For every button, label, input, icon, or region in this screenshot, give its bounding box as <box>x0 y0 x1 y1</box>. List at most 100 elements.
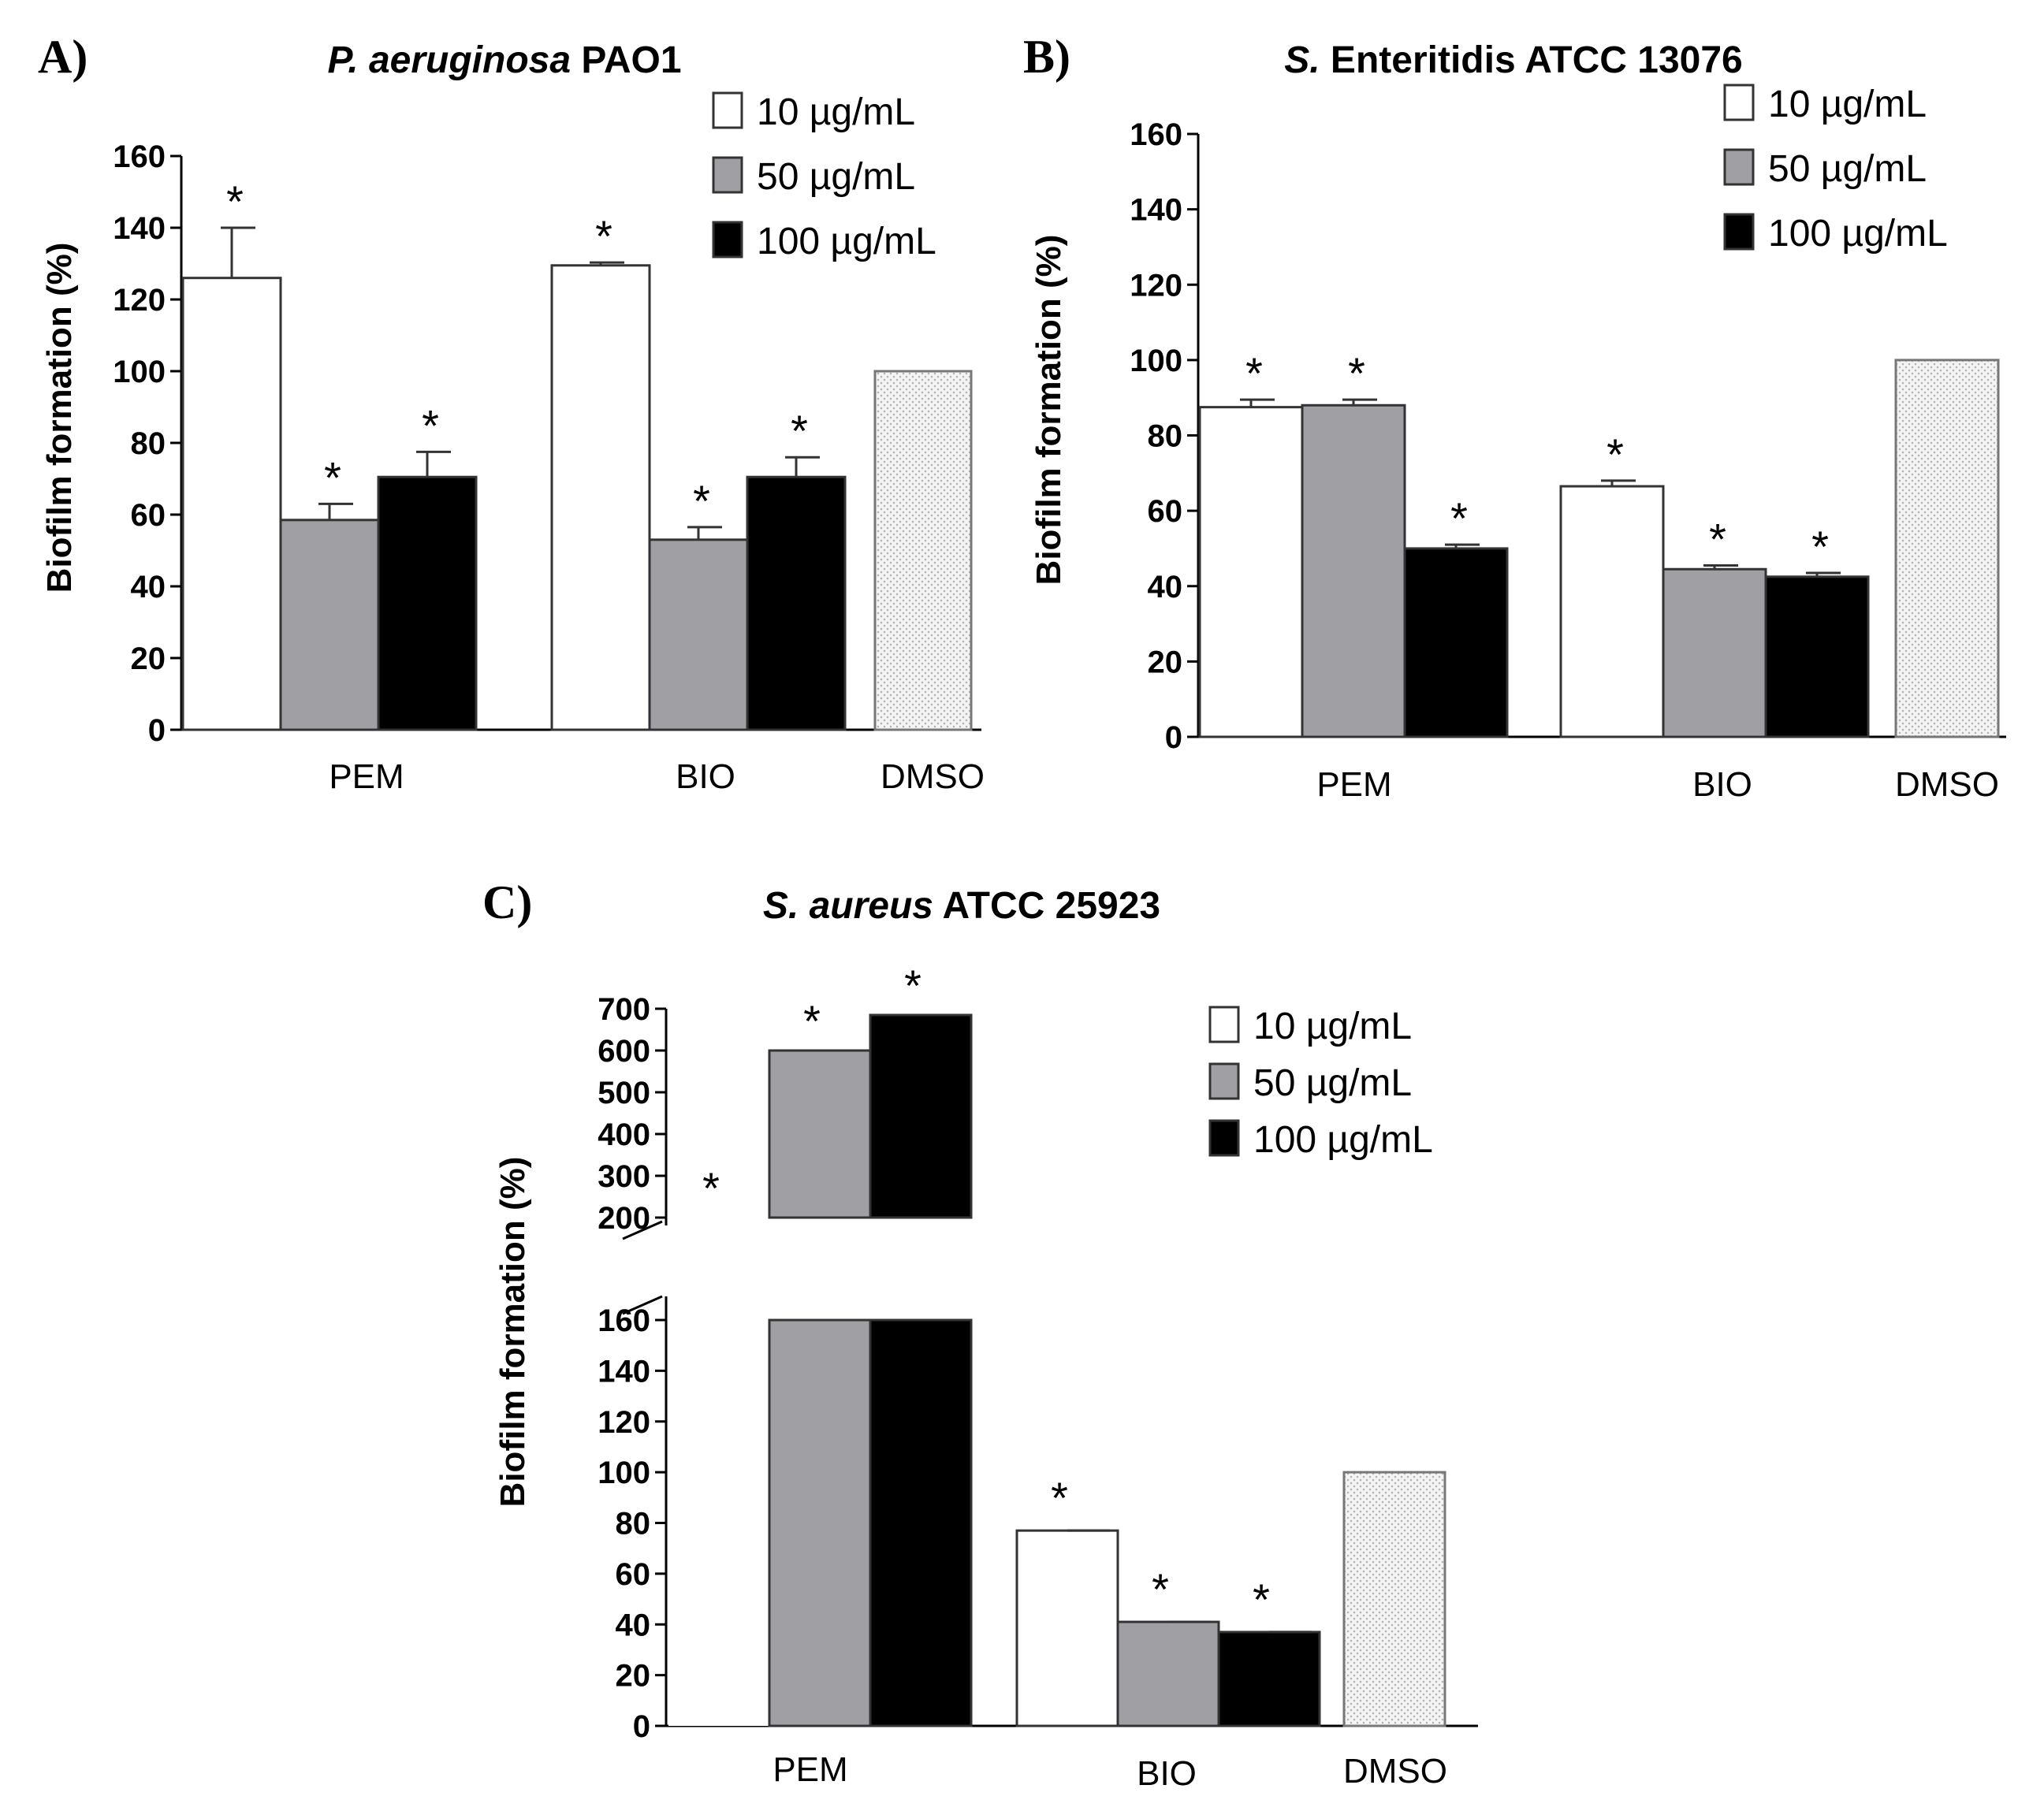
legend-label: 100 µg/mL <box>757 221 936 262</box>
bar-upper-segment <box>869 1013 973 1219</box>
bar-dmso <box>1342 1471 1446 1727</box>
legend-label: 10 µg/mL <box>757 91 915 133</box>
y-tick-label: 140 <box>598 1354 650 1389</box>
y-tick-label: 60 <box>616 1557 651 1592</box>
y-tick-label: 200 <box>598 1201 650 1236</box>
significance-marker: * <box>422 400 439 450</box>
bar-upper-segment <box>768 1049 872 1219</box>
y-tick-label: 100 <box>113 355 166 389</box>
y-tick-label: 400 <box>598 1117 650 1152</box>
significance-marker: * <box>1152 1564 1169 1614</box>
y-axis-label: Biofilm formation (%) <box>1029 235 1068 586</box>
significance-marker: * <box>1051 1473 1068 1523</box>
bar <box>377 475 478 731</box>
y-tick-label: 120 <box>598 1405 650 1440</box>
panel-label: A) <box>38 31 87 83</box>
y-tick-label: 0 <box>633 1709 650 1744</box>
y-tick-label: 160 <box>598 1303 650 1338</box>
y-tick-label: 160 <box>1130 117 1182 152</box>
significance-marker: * <box>1253 1575 1270 1624</box>
chart-title-species: P. aeruginosa <box>327 39 571 81</box>
y-tick-label: 600 <box>598 1034 650 1069</box>
y-tick-label: 120 <box>1130 268 1182 303</box>
significance-marker: * <box>702 1163 720 1213</box>
y-tick-label: 20 <box>616 1659 651 1694</box>
y-tick-label: 40 <box>616 1608 651 1642</box>
bar <box>1301 403 1406 738</box>
significance-marker: * <box>803 996 821 1046</box>
x-category-label: DMSO <box>1895 765 1999 804</box>
y-tick-label: 20 <box>131 641 166 676</box>
chart-title: P. aeruginosa PAO1 <box>327 39 681 81</box>
significance-marker: * <box>1348 348 1365 398</box>
y-tick-label: 100 <box>598 1456 650 1490</box>
legend-label: 50 µg/mL <box>1768 148 1927 190</box>
bar-lower-segment <box>668 1320 769 1726</box>
bar <box>1015 1529 1119 1727</box>
legend-label: 50 µg/mL <box>757 156 915 198</box>
panel-c: C) S. aureus ATCC 25923200300400500600700… <box>482 876 1478 1793</box>
axis-break-mark <box>622 1220 663 1240</box>
y-tick-label: 700 <box>598 992 650 1027</box>
legend-swatch <box>1208 1119 1240 1157</box>
axis-break-mark <box>622 1295 663 1315</box>
legend-label: 100 µg/mL <box>1253 1119 1433 1161</box>
x-category-label: PEM <box>329 757 404 796</box>
chart-title: S. aureus ATCC 25923 <box>763 885 1160 927</box>
x-category-label: DMSO <box>1343 1752 1447 1791</box>
significance-marker: * <box>226 177 244 226</box>
x-category-label: PEM <box>1316 765 1391 804</box>
legend-label: 50 µg/mL <box>1253 1062 1412 1104</box>
significance-marker: * <box>324 452 341 502</box>
y-tick-label: 40 <box>1148 570 1183 604</box>
chart-title-strain: Enteritidis ATCC 13076 <box>1320 39 1743 81</box>
y-tick-label: 60 <box>131 498 166 533</box>
significance-marker: * <box>791 406 808 456</box>
significance-marker: * <box>693 476 710 526</box>
y-tick-label: 500 <box>598 1076 650 1110</box>
bar <box>1217 1631 1321 1727</box>
chart-title-strain: PAO1 <box>571 39 681 81</box>
y-axis-label: Biofilm formation (%) <box>40 243 79 593</box>
legend-swatch <box>1208 1062 1240 1100</box>
y-tick-label: 80 <box>1148 419 1183 454</box>
legend-swatch <box>1208 1006 1240 1043</box>
y-tick-label: 20 <box>1148 645 1183 679</box>
panel-a: A) P. aeruginosa PAO1 0 20 40 60 80 100 120 140 16… <box>38 31 985 796</box>
y-tick-label: 120 <box>113 283 166 318</box>
bar <box>1198 406 1304 738</box>
legend-swatch <box>1723 213 1755 251</box>
legend-swatch <box>712 156 743 194</box>
y-tick-label: 160 <box>113 139 166 174</box>
x-category-label: DMSO <box>881 757 985 796</box>
y-tick-label: 140 <box>113 211 166 246</box>
significance-marker: * <box>1607 430 1624 479</box>
x-category-label: PEM <box>773 1750 847 1789</box>
y-axis-label: Biofilm formation (%) <box>493 1157 532 1508</box>
x-category-label: BIO <box>1137 1754 1197 1793</box>
significance-marker: * <box>1811 522 1829 571</box>
y-tick-label: 80 <box>131 426 166 461</box>
legend-label: 10 µg/mL <box>1768 84 1927 125</box>
legend-label: 10 µg/mL <box>1253 1006 1412 1047</box>
y-tick-label: 300 <box>598 1159 650 1194</box>
panel-label: C) <box>482 876 532 928</box>
bar <box>746 475 847 731</box>
significance-marker: * <box>595 211 612 261</box>
chart-title-species: S. aureus <box>763 885 933 927</box>
bar <box>1764 575 1870 738</box>
y-tick-label: 100 <box>1130 344 1182 378</box>
bar-lower-segment <box>768 1318 872 1727</box>
bar <box>1559 485 1665 738</box>
significance-marker: * <box>1709 514 1726 563</box>
y-tick-label: 140 <box>1130 193 1182 228</box>
y-tick-label: 80 <box>616 1507 651 1541</box>
bar-lower-segment <box>869 1318 973 1727</box>
significance-marker: * <box>904 961 921 1010</box>
bar-dmso <box>873 370 973 731</box>
y-tick-label: 0 <box>148 713 166 748</box>
x-category-label: BIO <box>1692 765 1752 804</box>
bar <box>1403 547 1509 738</box>
legend-swatch <box>712 91 743 129</box>
